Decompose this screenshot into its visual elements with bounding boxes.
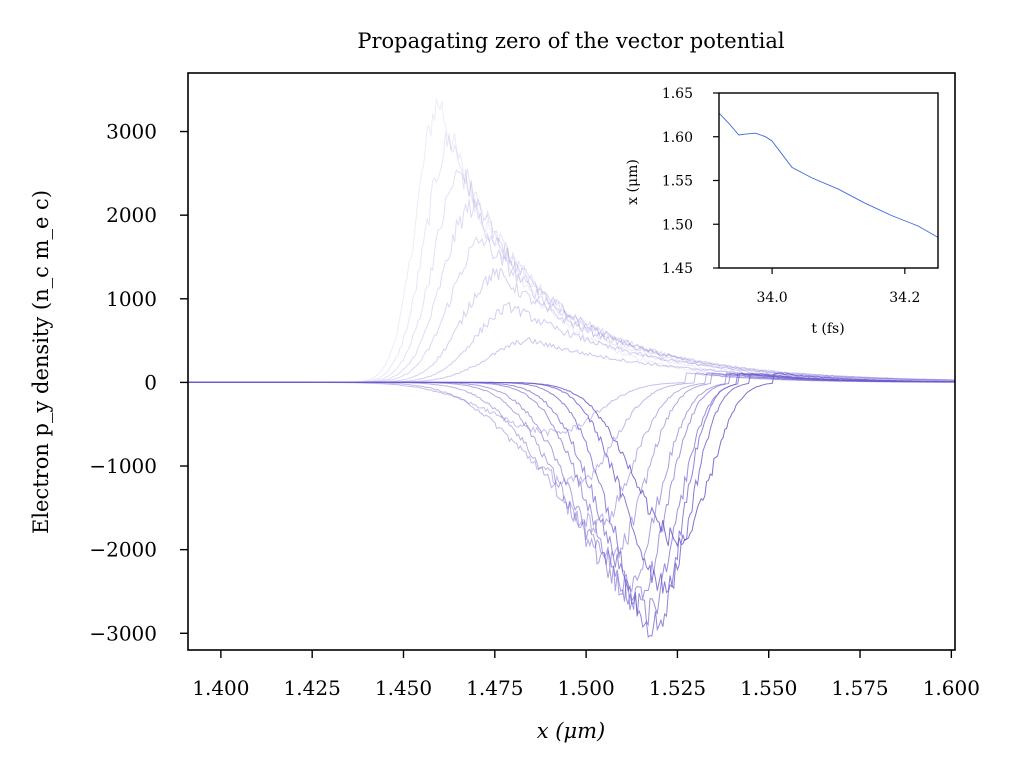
inset-y-tick-label: 1.55 bbox=[662, 174, 693, 190]
main-series-line bbox=[188, 372, 956, 596]
main-x-ticks: 1.400 1.425 1.450 1.475 1.500 1.525 1.550 1.575… bbox=[192, 650, 980, 700]
main-x-tick-label: 1.600 bbox=[923, 676, 980, 700]
main-series-line bbox=[188, 372, 955, 594]
main-series-line bbox=[188, 301, 956, 383]
main-x-tick-label: 1.450 bbox=[375, 676, 432, 700]
inset-y-ticks: 1.45 1.50 1.55 1.60 1.65 bbox=[662, 86, 719, 277]
main-plot: 1.400 1.425 1.450 1.475 1.500 1.525 1.550 1.575… bbox=[89, 72, 980, 700]
main-x-tick-label: 1.525 bbox=[649, 676, 706, 700]
inset-y-tick-label: 1.60 bbox=[662, 130, 693, 146]
main-y-tick-label: −2000 bbox=[89, 538, 157, 562]
inset-background bbox=[719, 93, 938, 268]
inset-x-ticks: 34.0 34.2 bbox=[757, 268, 920, 306]
main-x-tick-label: 1.500 bbox=[557, 676, 614, 700]
main-x-tick-label: 1.575 bbox=[831, 676, 888, 700]
inset-y-tick-label: 1.65 bbox=[662, 86, 693, 102]
main-y-tick-label: 1000 bbox=[106, 287, 157, 311]
main-y-tick-label: −3000 bbox=[89, 621, 157, 645]
main-y-tick-label: 2000 bbox=[106, 203, 157, 227]
inset-x-tick-label: 34.2 bbox=[889, 290, 920, 306]
main-series-line bbox=[188, 372, 955, 627]
main-y-tick-label: 0 bbox=[144, 370, 157, 394]
chart-title: Propagating zero of the vector potential bbox=[357, 29, 785, 53]
main-y-tick-label: −1000 bbox=[89, 454, 157, 478]
inset-series-line bbox=[718, 112, 939, 238]
inset-x-tick-label: 34.0 bbox=[757, 290, 788, 306]
main-x-tick-label: 1.550 bbox=[740, 676, 797, 700]
main-x-axis-label: x (μm) bbox=[537, 719, 605, 743]
inset-y-tick-label: 1.45 bbox=[662, 261, 693, 277]
main-x-tick-label: 1.475 bbox=[466, 676, 523, 700]
main-y-ticks: −3000 −2000 −1000 0 1000 2000 3000 bbox=[89, 120, 188, 645]
inset-y-tick-label: 1.50 bbox=[662, 217, 693, 233]
main-series-line bbox=[188, 372, 956, 570]
main-plot-frame bbox=[187, 72, 956, 651]
main-y-axis-label: Electron p_y density (n_c m_e c) bbox=[29, 190, 53, 534]
main-x-tick-label: 1.400 bbox=[192, 676, 249, 700]
inset-y-axis-label: x (μm) bbox=[625, 159, 641, 205]
main-y-tick-label: 3000 bbox=[106, 120, 157, 144]
inset-x-axis-label: t (fs) bbox=[811, 321, 844, 337]
main-series-line bbox=[188, 372, 955, 486]
main-series-line bbox=[188, 372, 955, 548]
main-series-group bbox=[188, 98, 956, 638]
main-x-tick-label: 1.425 bbox=[284, 676, 341, 700]
inset-plot: 34.0 34.2 1.45 1.50 1.55 1.60 1.65 bbox=[662, 86, 939, 306]
inset-series-group bbox=[718, 112, 939, 238]
main-series-line bbox=[188, 372, 956, 535]
